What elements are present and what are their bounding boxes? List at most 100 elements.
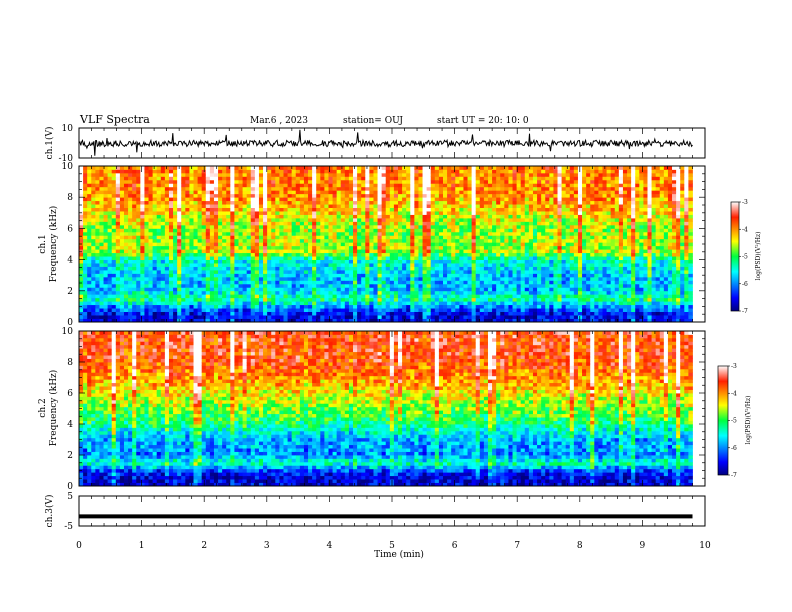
spectrogram-cell [463, 190, 468, 195]
spectrogram-cell [414, 190, 419, 195]
spectrogram-cell [99, 304, 104, 309]
spectrogram-cell [357, 214, 362, 219]
spectrogram-cell [83, 287, 88, 292]
spectrogram-cell [275, 315, 280, 319]
spectrogram-cell [303, 197, 309, 202]
spectrogram-cell [263, 311, 268, 316]
spectrogram-cell [316, 308, 321, 312]
spectrogram-cell [483, 259, 489, 264]
spectrogram-cell [258, 273, 264, 278]
spectrogram-cell [447, 276, 452, 281]
spectrogram-cell [402, 283, 407, 288]
spectrogram-cell [136, 311, 141, 316]
spectrogram-cell [87, 290, 92, 295]
spectrogram-cell [87, 197, 92, 202]
spectrogram-cell [500, 297, 505, 302]
spectrogram-cell [442, 315, 448, 319]
spectrogram-cell [254, 252, 260, 257]
spectrogram-cell [442, 290, 448, 295]
spectrogram-cell [492, 308, 497, 312]
spectrogram-cell [87, 242, 92, 247]
spectrogram-cell [218, 238, 223, 243]
spectrogram-cell [361, 207, 366, 212]
spectrogram-cell [287, 266, 293, 271]
spectrogram-cell [328, 166, 333, 170]
spectrogram-cell [508, 242, 513, 247]
spectrogram-cell [357, 228, 362, 233]
spectrogram-cell [250, 176, 256, 181]
spectrogram-cell [213, 256, 219, 260]
spectrogram-cell [475, 211, 481, 215]
spectrogram-cell [87, 179, 92, 184]
spectrogram-cell [177, 304, 182, 309]
spectrogram-cell [213, 193, 219, 198]
spectrogram-cell [344, 245, 350, 250]
spectrogram-cell [451, 238, 456, 243]
spectrogram-cell [410, 214, 415, 219]
spectrogram-cell [320, 176, 325, 181]
spectrogram-cell [459, 183, 464, 188]
spectrogram-cell [410, 169, 415, 174]
spectrogram-cell [430, 297, 436, 302]
spectrogram-cell [389, 228, 395, 233]
spectrogram-cell [291, 231, 297, 236]
spectrogram-cell [344, 183, 350, 188]
spectrogram-cell [119, 276, 125, 281]
spectrogram-cell [168, 245, 174, 250]
spectrogram-cell [164, 297, 170, 302]
spectrogram-cell [479, 270, 485, 274]
spectrogram-cell [189, 270, 194, 274]
spectrogram-cell [483, 263, 489, 267]
spectrogram-cell [496, 228, 501, 233]
spectrogram-cell [156, 183, 162, 188]
spectrogram-cell [254, 276, 260, 281]
spectrogram-cell [238, 270, 243, 274]
spectrogram-cell [148, 211, 154, 215]
spectrogram-cell [508, 266, 513, 271]
spectrogram-cell [455, 221, 460, 226]
spectrogram-cell [348, 266, 354, 271]
spectrogram-cell [132, 280, 137, 285]
spectrogram-cell [181, 294, 186, 299]
spectrogram-cell [140, 283, 145, 288]
spectrogram-cell [410, 273, 415, 278]
spectrogram-cell [181, 172, 186, 177]
spectrogram-cell [328, 183, 333, 188]
spectrogram-cell [365, 204, 370, 208]
spectrogram-cell [447, 304, 452, 309]
spectrogram-cell [406, 266, 411, 271]
spectrogram-cell [455, 301, 460, 306]
spectrogram-cell [479, 242, 485, 247]
spectrogram-cell [263, 186, 268, 191]
spectrogram-cell [340, 211, 346, 215]
spectrogram-cell [79, 311, 84, 316]
spectrogram-cell [160, 256, 166, 260]
spectrogram-cell [242, 204, 248, 208]
spectrogram-cell [99, 190, 104, 195]
spectrogram-cell [471, 245, 477, 250]
spectrogram-cell [152, 290, 158, 295]
spectrogram-cell [152, 263, 158, 267]
spectrogram-cell [377, 280, 383, 285]
spectrogram-cell [185, 218, 190, 222]
spectrogram-cell [87, 318, 92, 323]
spectrogram-cell [320, 270, 325, 274]
spectrogram-cell [115, 197, 121, 202]
spectrogram-cell [254, 176, 260, 181]
spectrogram-cell [410, 200, 415, 205]
spectrogram-cell [99, 193, 104, 198]
spectrogram-cell [193, 218, 199, 222]
spectrogram-cell [193, 263, 199, 267]
spectrogram-cell [197, 211, 203, 215]
spectrogram-cell [312, 283, 317, 288]
spectrogram-cell [99, 242, 104, 247]
spectrogram-cell [324, 186, 329, 191]
spectrogram-cell [189, 256, 194, 260]
spectrogram-cell [197, 294, 203, 299]
spectrogram-cell [516, 280, 522, 285]
spectrogram-cell [242, 280, 248, 285]
spectrogram-cell [144, 245, 149, 250]
spectrogram-cell [177, 193, 182, 198]
spectrogram-cell [136, 221, 141, 226]
spectrogram-cell [103, 270, 109, 274]
